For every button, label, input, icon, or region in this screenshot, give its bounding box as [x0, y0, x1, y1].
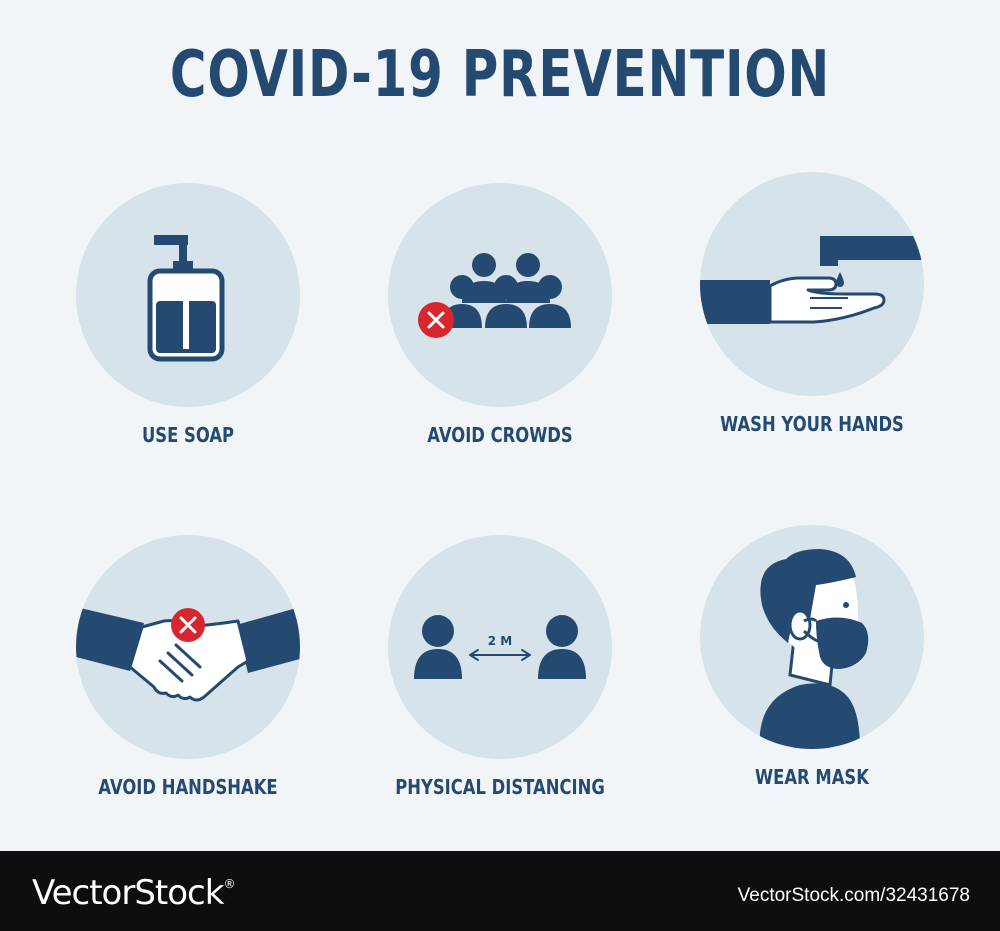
icon-circle: [76, 535, 300, 759]
icon-circle: [700, 172, 924, 396]
registered-mark: ®: [223, 877, 235, 891]
icon-circle: [388, 183, 612, 407]
card-wear-mask: WEAR MASK: [692, 525, 932, 825]
soap-dispenser-icon: [147, 235, 225, 362]
handshake-icon: [76, 607, 300, 702]
footer-bar: VectorStock® VectorStock.com/32431678: [0, 851, 1000, 931]
distance-label: 2 M: [488, 634, 512, 648]
card-avoid-handshake: AVOID HANDSHAKE: [68, 535, 308, 835]
hand-washing-icon: [700, 236, 924, 324]
distancing-icon: 2 M: [414, 615, 586, 679]
masked-person-icon: [759, 549, 869, 749]
page-title: COVID-19 PREVENTION: [169, 38, 831, 112]
crowd-icon: [418, 253, 571, 338]
icon-circle: 2 M: [388, 535, 612, 759]
image-reference: VectorStock.com/32431678: [737, 885, 970, 906]
brand-logo[interactable]: VectorStock®: [32, 873, 235, 913]
icon-circle: [76, 183, 300, 407]
item-label: WEAR MASK: [755, 765, 869, 789]
card-wash-hands: WASH YOUR HANDS: [692, 172, 932, 472]
card-use-soap: USE SOAP: [68, 183, 308, 483]
icon-circle: [700, 525, 924, 749]
item-label: USE SOAP: [141, 423, 235, 447]
card-avoid-crowds: AVOID CROWDS: [380, 183, 620, 483]
item-label: WASH YOUR HANDS: [720, 412, 904, 436]
item-label: AVOID HANDSHAKE: [98, 775, 278, 799]
item-label: AVOID CROWDS: [427, 423, 573, 447]
item-label: PHYSICAL DISTANCING: [395, 775, 605, 799]
card-physical-distancing: 2 M PHYSICAL DISTANCING: [380, 535, 620, 835]
